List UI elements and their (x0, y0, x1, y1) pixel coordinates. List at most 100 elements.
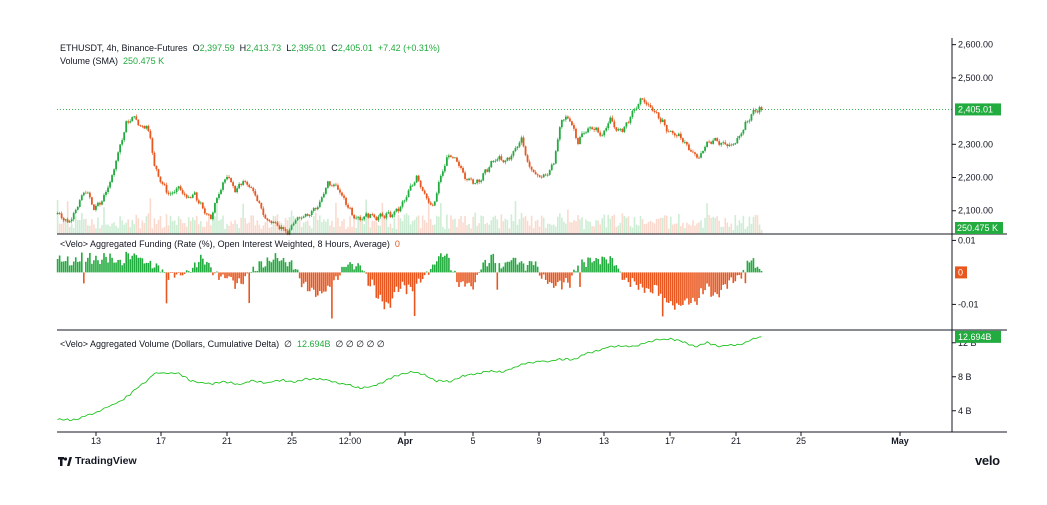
funding-bar (720, 272, 722, 290)
volume-bar (220, 219, 222, 234)
funding-bar (760, 270, 763, 273)
candle-body (752, 110, 755, 115)
candle-body (631, 110, 634, 118)
funding-bar (200, 254, 202, 273)
candle-body (165, 184, 168, 193)
volume-bar (405, 213, 408, 234)
volume-bar (127, 219, 129, 234)
volume-bar (169, 216, 172, 234)
funding-bar (454, 270, 456, 273)
candle-body (589, 127, 591, 129)
candle-body (86, 192, 89, 194)
funding-bar (70, 265, 73, 273)
candle-body (76, 206, 79, 210)
volume-bar (333, 227, 335, 234)
funding-bar (72, 261, 75, 273)
volume-bar (480, 215, 482, 234)
funding-bar (482, 262, 484, 273)
funding-bar (565, 272, 567, 278)
volume-bar (395, 229, 398, 234)
candle-body (686, 142, 688, 145)
funding-bar (109, 253, 111, 273)
time-tick-label: Apr (397, 436, 413, 446)
volume-bar (702, 227, 704, 234)
funding-bar (367, 272, 370, 286)
funding-bar (393, 272, 396, 293)
funding-bar (105, 256, 107, 273)
funding-bar (76, 261, 79, 273)
funding-bar (486, 266, 489, 273)
candle-body (113, 169, 115, 176)
volume-bar (498, 228, 501, 234)
funding-bar (488, 263, 491, 273)
volume-bar (716, 216, 718, 234)
candle-body (157, 169, 160, 177)
funding-bar (333, 272, 335, 281)
candle-body (139, 125, 142, 126)
candle-body (369, 214, 372, 218)
funding-bar (159, 271, 162, 273)
candle-body (635, 108, 638, 110)
candle-body (524, 146, 527, 156)
funding-title[interactable]: <Velo> Aggregated Funding (Rate (%), Ope… (60, 239, 390, 249)
candle-body (443, 165, 446, 172)
volume-bar (264, 222, 267, 234)
candle-body (427, 198, 430, 203)
candle-body (619, 128, 622, 130)
candle-body (387, 212, 390, 214)
candle-body (335, 184, 337, 186)
volume-bar (540, 215, 543, 234)
funding-bar (381, 272, 384, 302)
candle-body (460, 165, 462, 168)
candle-body (556, 139, 559, 152)
candle-body (569, 118, 571, 122)
volume-label[interactable]: Volume (SMA) (60, 56, 119, 66)
candle-body (621, 128, 624, 132)
volume-bar (458, 219, 460, 234)
volume-bar (306, 220, 309, 234)
funding-bar (548, 272, 551, 283)
tradingview-icon (58, 456, 72, 466)
funding-bar (357, 263, 359, 273)
volume-bar (758, 224, 761, 234)
cvd-title[interactable]: <Velo> Aggregated Volume (Dollars, Cumul… (60, 339, 280, 349)
volume-bar (107, 224, 109, 234)
change-value: +7.42 (+0.31%) (377, 43, 440, 53)
symbol-label[interactable]: ETHUSDT, 4h, Binance-Futures (60, 43, 188, 53)
candle-body (708, 141, 710, 143)
candle-body (567, 116, 569, 119)
funding-bar (621, 272, 624, 280)
velo-logo[interactable]: velo (975, 453, 1000, 468)
candle-body (197, 200, 200, 204)
volume-bar (609, 218, 612, 234)
funding-bar (151, 268, 154, 273)
candle-body (552, 163, 555, 165)
price-tick-label: 2,300.00 (958, 139, 993, 149)
funding-bar (276, 257, 279, 273)
volume-bar (530, 215, 533, 234)
funding-bar (552, 272, 555, 288)
volume-bar (488, 224, 491, 234)
volume-bar (115, 225, 117, 234)
candle-body (722, 142, 725, 144)
volume-bar (87, 225, 89, 234)
candle-body (439, 175, 442, 183)
volume-bar (692, 220, 694, 234)
tradingview-logo[interactable]: TradingView (58, 455, 137, 467)
funding-bar (175, 272, 178, 275)
candle-body (562, 119, 565, 121)
volume-bar (682, 222, 684, 234)
funding-bar (391, 272, 394, 299)
cvd-value-tag (955, 330, 1001, 343)
funding-bar (484, 259, 487, 273)
funding-bar (361, 270, 363, 273)
volume-bar (732, 229, 735, 234)
candle-body (496, 159, 499, 161)
candle-body (665, 125, 668, 132)
volume-bar (367, 218, 370, 234)
candle-body (274, 222, 277, 223)
volume-bar (433, 224, 436, 234)
volume-bar (187, 217, 190, 234)
volume-bar (502, 221, 505, 234)
